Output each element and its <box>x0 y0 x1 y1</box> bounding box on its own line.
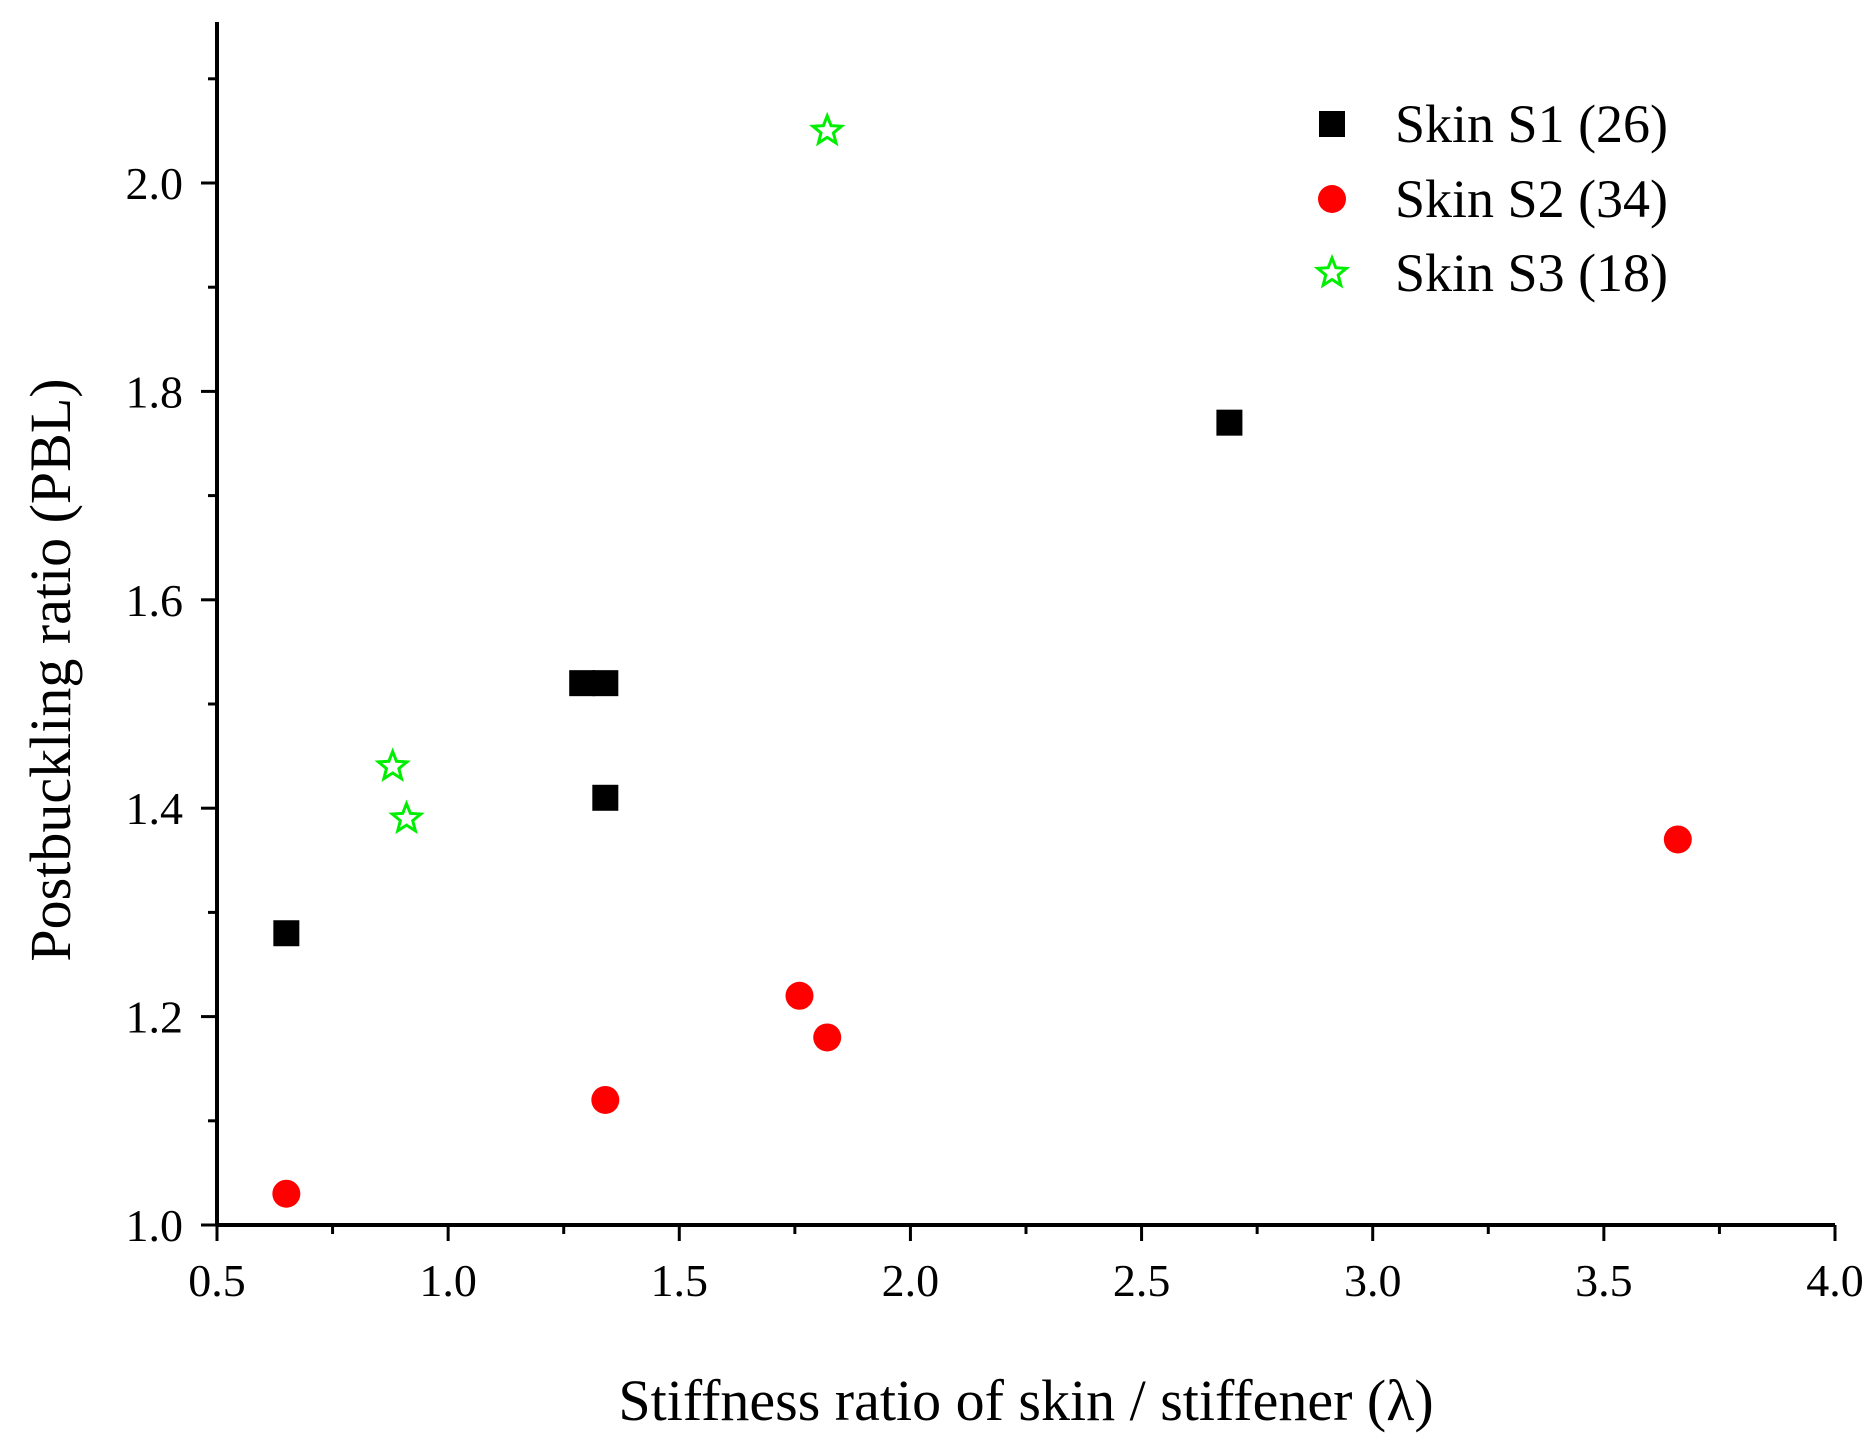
x-tick-label: 4.0 <box>1806 1255 1864 1306</box>
legend-marker-s1 <box>1319 111 1345 137</box>
data-point-s2 <box>272 1179 301 1208</box>
data-point-s1 <box>592 670 619 697</box>
data-point-s1 <box>592 784 619 811</box>
data-point-s1 <box>569 670 596 697</box>
y-tick-label: 1.2 <box>126 992 184 1043</box>
legend-label-s1: Skin S1 (26) <box>1395 94 1668 154</box>
x-tick-label: 2.0 <box>882 1255 940 1306</box>
data-point-s3 <box>388 799 425 835</box>
x-tick-label: 3.0 <box>1344 1255 1402 1306</box>
x-tick-label: 2.5 <box>1113 1255 1171 1306</box>
y-tick-label: 1.6 <box>126 575 184 626</box>
y-axis-title: Postbuckling ratio (PBL) <box>18 378 83 961</box>
data-point-s2 <box>1663 825 1692 854</box>
data-point-s1 <box>1216 409 1243 436</box>
x-axis-title: Stiffness ratio of skin / stiffener (λ) <box>618 1368 1433 1433</box>
y-tick-label: 1.0 <box>126 1200 184 1251</box>
x-tick-label: 3.5 <box>1575 1255 1633 1306</box>
ticks <box>201 77 1837 1241</box>
legend-symbol-s1 <box>1319 111 1345 137</box>
legend-symbol-s2 <box>1318 185 1346 213</box>
x-tick-label: 0.5 <box>188 1255 246 1306</box>
data-point-s3 <box>809 111 846 147</box>
data-point-s2 <box>785 981 814 1010</box>
legend-label-s3: Skin S3 (18) <box>1395 243 1668 303</box>
y-tick-label: 1.4 <box>126 783 184 834</box>
legend: Skin S1 (26) Skin S2 (34) Skin S3 (18) <box>1313 94 1668 303</box>
legend-marker-s3 <box>1313 253 1351 289</box>
legend-symbol-s3 <box>1313 253 1351 289</box>
y-tick-label: 2.0 <box>126 158 184 209</box>
data-point-s2 <box>591 1085 620 1114</box>
data-points <box>272 111 1692 1208</box>
data-point-s3 <box>374 747 411 782</box>
legend-marker-s2 <box>1318 185 1346 213</box>
y-tick-label: 1.8 <box>126 366 184 417</box>
tick-labels: 0.5 1.0 1.5 2.0 2.5 3.0 3.5 4.01.01.21.41.61.82… <box>126 158 1864 1306</box>
legend-label-s2: Skin S2 (34) <box>1395 169 1668 229</box>
data-point-s1 <box>273 920 300 947</box>
x-tick-label: 1.0 <box>419 1255 477 1306</box>
x-tick-label: 1.5 <box>651 1255 709 1306</box>
data-point-s2 <box>813 1023 842 1052</box>
